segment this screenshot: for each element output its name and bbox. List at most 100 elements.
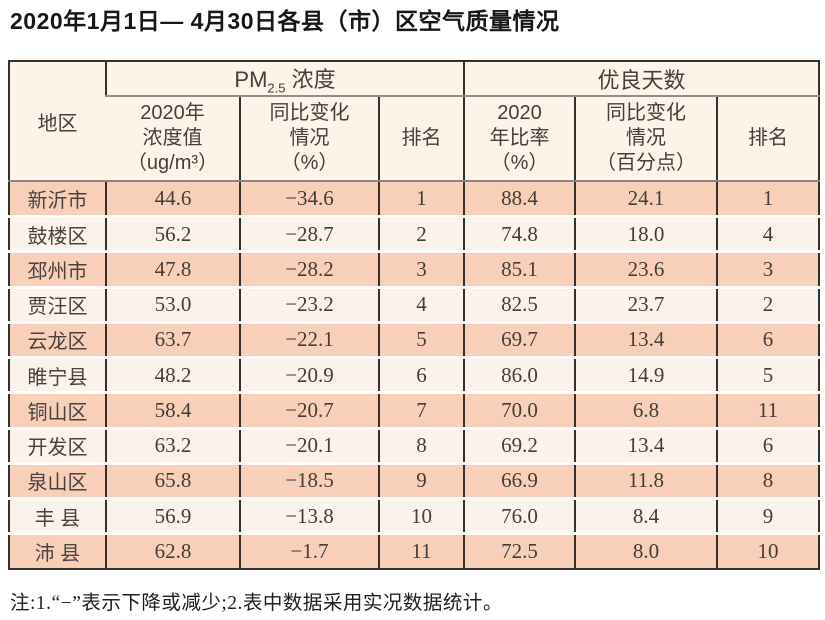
ratio-change-cell: 13.4: [574, 320, 718, 358]
good-rank-cell: 6: [716, 320, 820, 358]
pm-value-cell: 48.2: [105, 356, 240, 393]
table-row: 鼓楼区 56.2 −28.7 2 74.8 18.0 4: [9, 215, 820, 252]
pm-change-cell: −22.1: [239, 320, 379, 358]
good-rank-cell: 10: [716, 532, 820, 569]
good-rank-cell: 4: [716, 215, 820, 252]
region-cell: 泉山区: [9, 461, 106, 499]
column-header-pm-value: 2020年 浓度值 （ug/m³）: [106, 96, 240, 183]
pm-rank-cell: 4: [377, 285, 465, 323]
pm-rank-cell: 8: [377, 426, 465, 464]
good-rank-cell: 2: [716, 285, 820, 323]
sub-header-row: 2020年 浓度值 （ug/m³） 同比变化 情况 （%） 排名 2020 年比…: [9, 96, 820, 183]
good-rank-cell: 9: [716, 496, 820, 534]
region-cell: 沛 县: [9, 532, 106, 569]
region-cell: 邳州市: [9, 250, 106, 288]
region-cell: 铜山区: [9, 391, 106, 429]
good-rank-cell: 11: [716, 391, 820, 429]
column-header-good-rank: 排名: [716, 96, 820, 183]
ratio-cell: 86.0: [463, 356, 576, 393]
table-row: 丰 县 56.9 −13.8 10 76.0 8.4 9: [9, 496, 820, 534]
ratio-cell: 72.5: [463, 532, 576, 569]
ratio-change-cell: 8.0: [574, 532, 718, 569]
column-header-ratio: 2020 年比率 （%）: [463, 96, 576, 183]
ratio-cell: 88.4: [463, 181, 576, 217]
pm-rank-cell: 9: [377, 461, 465, 499]
region-cell: 新沂市: [9, 181, 106, 217]
ratio-change-cell: 18.0: [574, 215, 718, 252]
table-row: 贾汪区 53.0 −23.2 4 82.5 23.7 2: [9, 285, 820, 323]
pm-change-cell: −34.6: [239, 181, 379, 217]
pm-value-cell: 63.7: [105, 320, 240, 358]
ratio-change-cell: 6.8: [574, 391, 718, 429]
pm-rank-cell: 11: [377, 532, 465, 569]
region-cell: 贾汪区: [9, 285, 106, 323]
pm-change-cell: −20.9: [239, 356, 379, 393]
pm25-label-suffix: 浓度: [285, 67, 336, 92]
table-header: 地区 PM2.5 浓度 优良天数 2020年 浓度值 （ug/m³） 同比变化 …: [9, 61, 820, 183]
pm-rank-cell: 3: [377, 250, 465, 288]
pm-change-cell: −20.1: [239, 426, 379, 464]
air-quality-table: 地区 PM2.5 浓度 优良天数 2020年 浓度值 （ug/m³） 同比变化 …: [8, 60, 821, 570]
pm-change-cell: −1.7: [239, 532, 379, 569]
group-header-good-days: 优良天数: [463, 61, 820, 98]
pm-value-cell: 65.8: [105, 461, 240, 499]
pm25-label: PM: [234, 67, 268, 92]
table-body: 新沂市 44.6 −34.6 1 88.4 24.1 1 鼓楼区 56.2 −2…: [9, 181, 820, 569]
region-cell: 开发区: [9, 426, 106, 464]
region-cell: 云龙区: [9, 320, 106, 358]
ratio-cell: 69.2: [463, 426, 576, 464]
ratio-cell: 66.9: [463, 461, 576, 499]
table-row: 沛 县 62.8 −1.7 11 72.5 8.0 10: [9, 532, 820, 569]
pm-rank-cell: 2: [377, 215, 465, 252]
table-row: 开发区 63.2 −20.1 8 69.2 13.4 6: [9, 426, 820, 464]
column-header-ratio-change: 同比变化 情况 （百分点）: [574, 96, 718, 183]
pm-value-cell: 62.8: [105, 532, 240, 569]
ratio-change-cell: 23.7: [574, 285, 718, 323]
ratio-cell: 82.5: [463, 285, 576, 323]
pm-value-cell: 53.0: [105, 285, 240, 323]
pm-value-cell: 56.2: [105, 215, 240, 252]
ratio-change-cell: 23.6: [574, 250, 718, 288]
pm-rank-cell: 7: [377, 391, 465, 429]
good-rank-cell: 8: [716, 461, 820, 499]
pm-value-cell: 58.4: [105, 391, 240, 429]
table-row: 泉山区 65.8 −18.5 9 66.9 11.8 8: [9, 461, 820, 499]
good-rank-cell: 6: [716, 426, 820, 464]
good-rank-cell: 3: [716, 250, 820, 288]
region-cell: 睢宁县: [9, 356, 106, 393]
region-cell: 鼓楼区: [9, 215, 106, 252]
ratio-cell: 70.0: [463, 391, 576, 429]
pm-rank-cell: 5: [377, 320, 465, 358]
page-title: 2020年1月1日— 4月30日各县（市）区空气质量情况: [10, 8, 560, 34]
table-row: 邳州市 47.8 −28.2 3 85.1 23.6 3: [9, 250, 820, 288]
group-header-pm25: PM2.5 浓度: [104, 61, 465, 98]
ratio-cell: 74.8: [463, 215, 576, 252]
good-rank-cell: 1: [716, 181, 820, 217]
good-rank-cell: 5: [716, 356, 820, 393]
pm-rank-cell: 6: [377, 356, 465, 393]
pm25-subscript: 2.5: [267, 80, 286, 96]
table-row: 新沂市 44.6 −34.6 1 88.4 24.1 1: [9, 181, 820, 217]
ratio-change-cell: 24.1: [574, 181, 718, 217]
table-row: 睢宁县 48.2 −20.9 6 86.0 14.9 5: [9, 356, 820, 393]
pm-rank-cell: 10: [377, 496, 465, 534]
ratio-change-cell: 8.4: [574, 496, 718, 534]
ratio-cell: 76.0: [463, 496, 576, 534]
table-row: 铜山区 58.4 −20.7 7 70.0 6.8 11: [9, 391, 820, 429]
column-header-pm-change: 同比变化 情况 （%）: [239, 96, 379, 183]
pm-change-cell: −20.7: [239, 391, 379, 429]
ratio-change-cell: 14.9: [574, 356, 718, 393]
pm-value-cell: 44.6: [105, 181, 240, 217]
pm-change-cell: −23.2: [239, 285, 379, 323]
ratio-change-cell: 11.8: [574, 461, 718, 499]
pm-change-cell: −28.7: [239, 215, 379, 252]
column-header-region: 地区: [9, 61, 106, 183]
footnote: 注:1.“−”表示下降或减少;2.表中数据采用实况数据统计。: [10, 593, 503, 614]
pm-change-cell: −18.5: [239, 461, 379, 499]
group-header-row: 地区 PM2.5 浓度 优良天数: [9, 61, 820, 183]
pm-rank-cell: 1: [377, 181, 465, 217]
region-cell: 丰 县: [9, 496, 106, 534]
pm-value-cell: 63.2: [105, 426, 240, 464]
pm-value-cell: 47.8: [105, 250, 240, 288]
table-row: 云龙区 63.7 −22.1 5 69.7 13.4 6: [9, 320, 820, 358]
